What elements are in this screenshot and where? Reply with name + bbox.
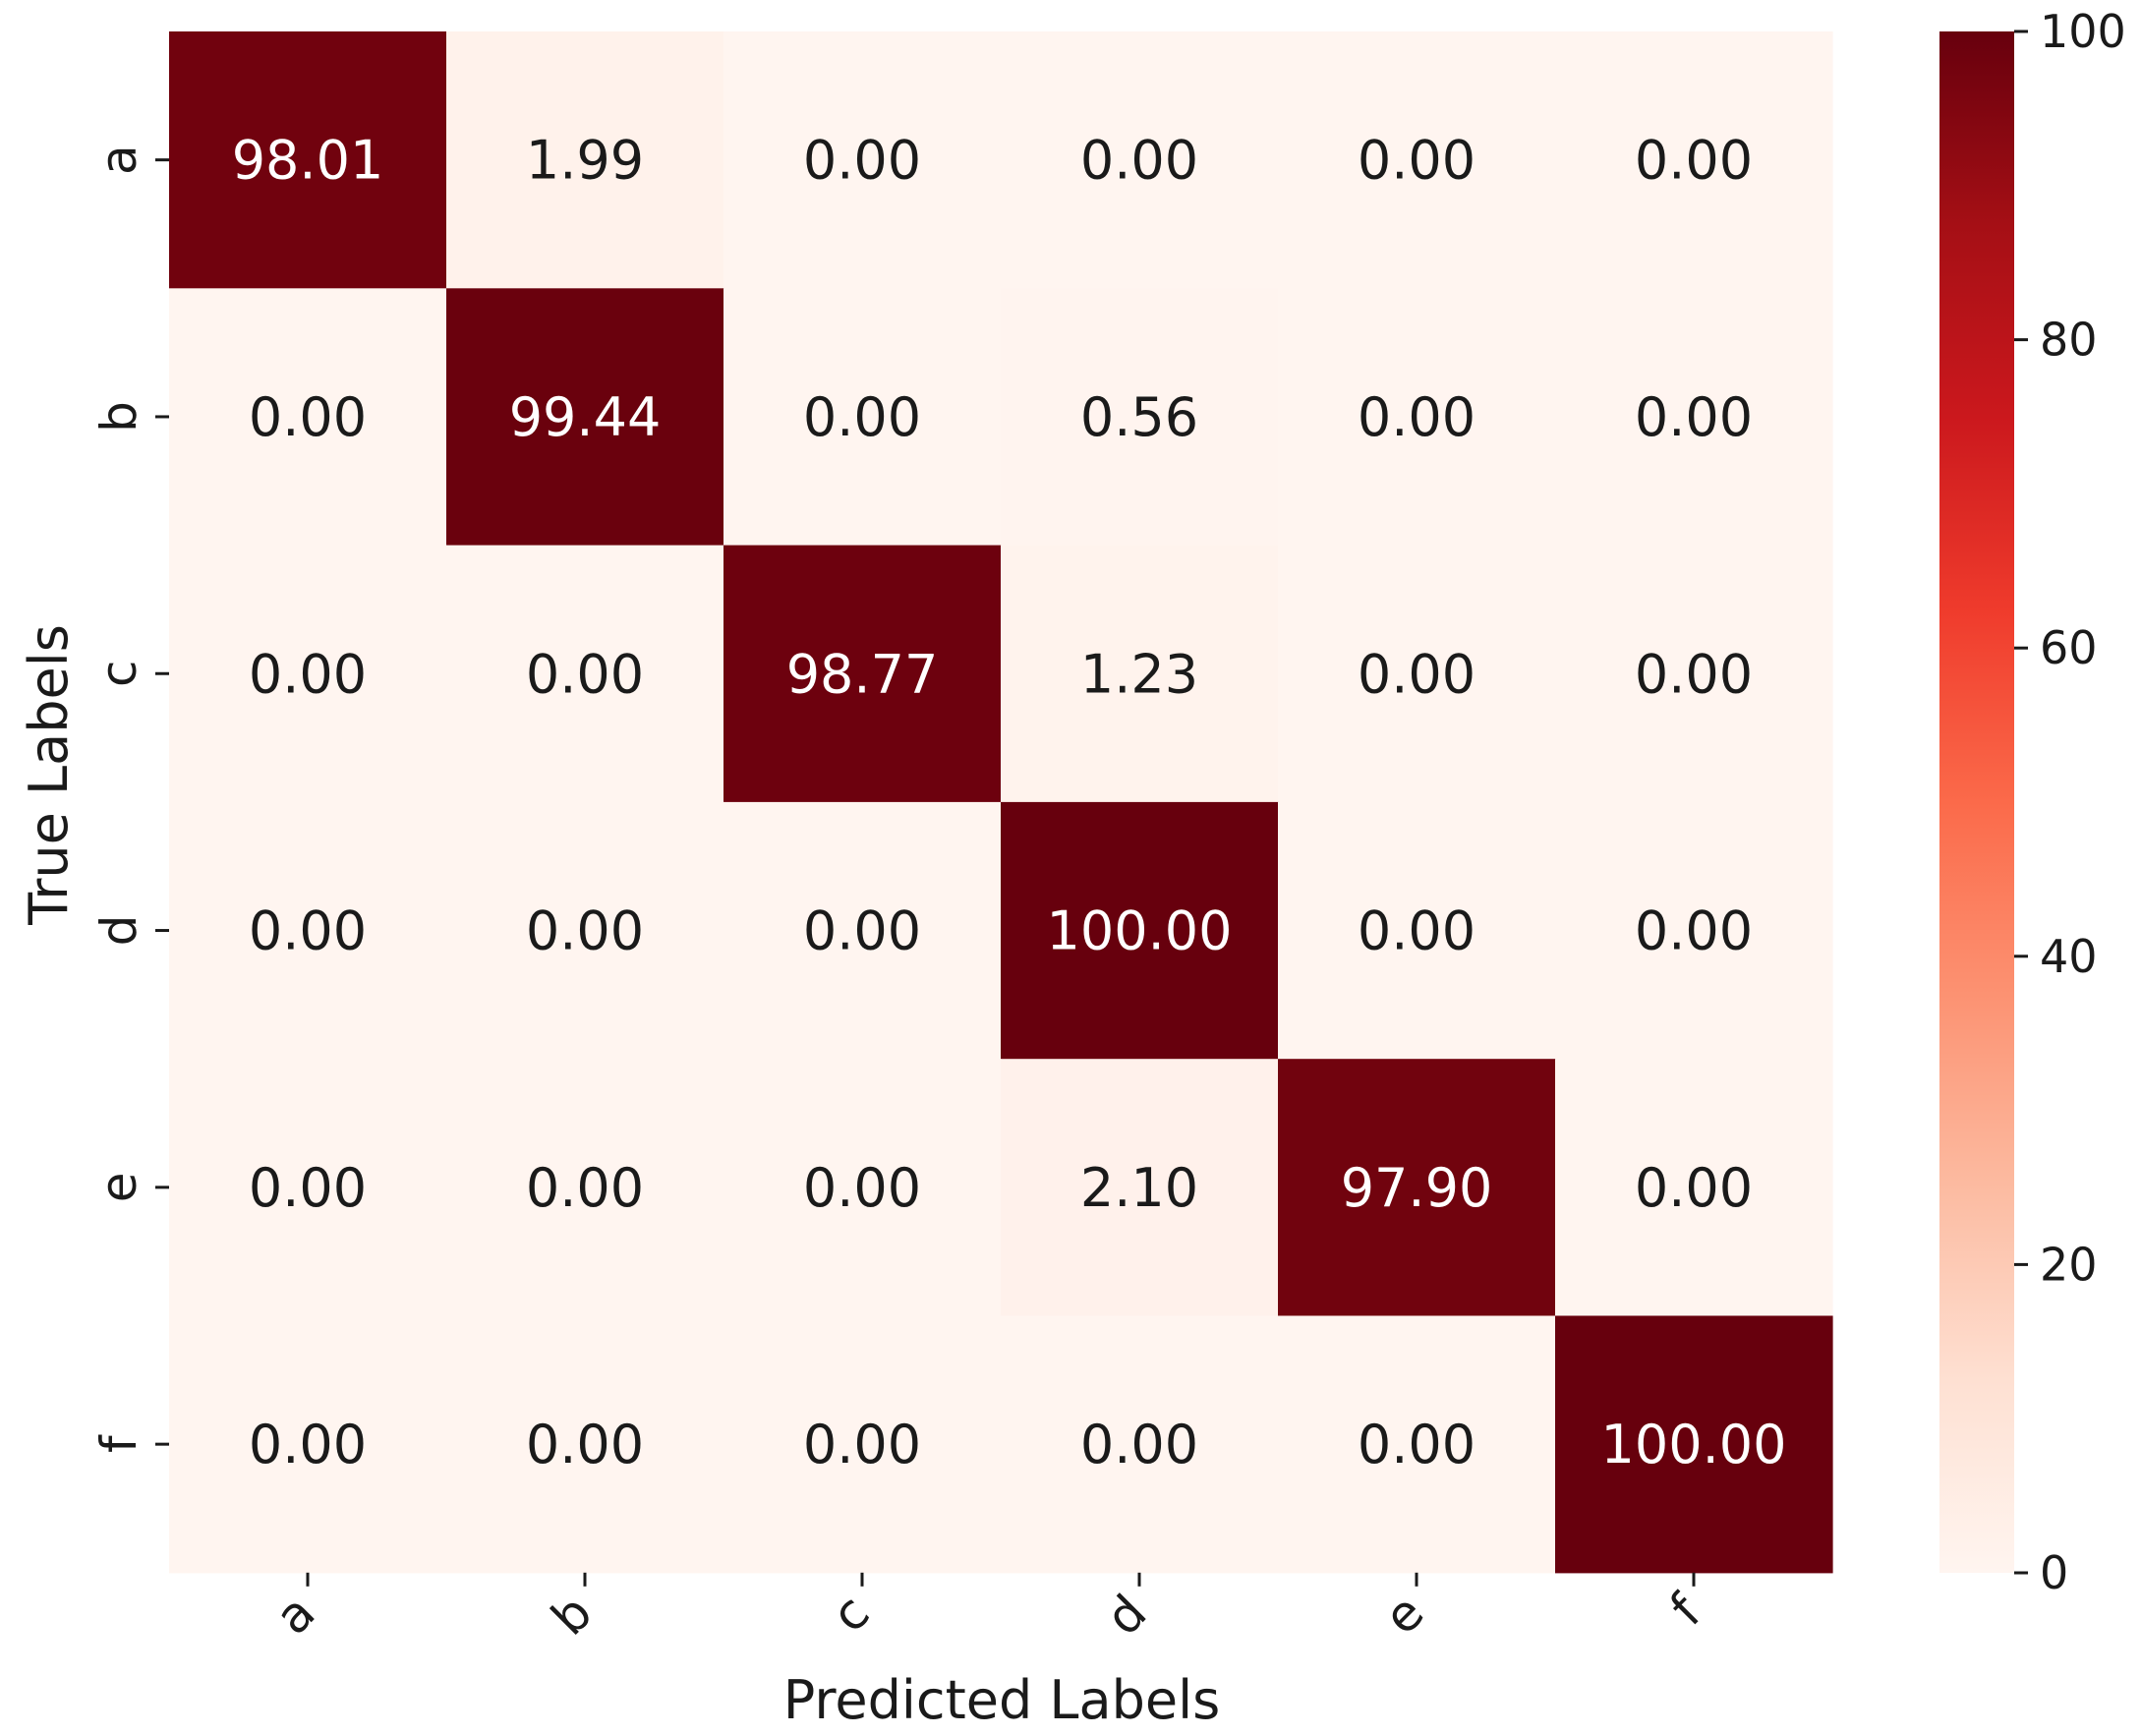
cell-value-label: 0.00 bbox=[1635, 386, 1753, 448]
cell-value-label: 0.00 bbox=[526, 1414, 644, 1476]
cell-value-label: 0.00 bbox=[526, 643, 644, 705]
heatmap-cell bbox=[1001, 288, 1279, 547]
heatmap-cell bbox=[1278, 288, 1556, 547]
y-tick-label: c bbox=[90, 661, 147, 688]
heatmap-cell bbox=[1555, 288, 1833, 547]
cell-value-label: 0.00 bbox=[803, 900, 921, 962]
heatmap-cell bbox=[1001, 801, 1279, 1060]
cell-value-label: 0.00 bbox=[1635, 900, 1753, 962]
cell-value-label: 0.00 bbox=[1635, 130, 1753, 192]
heatmap-cell bbox=[169, 1315, 447, 1574]
heatmap-cell bbox=[169, 801, 447, 1060]
y-axis: a b c d e f bbox=[90, 145, 169, 1453]
x-axis: a b c d e f bbox=[264, 1572, 1712, 1647]
cell-value-label: 0.00 bbox=[249, 386, 367, 448]
heatmap-cell bbox=[1278, 1315, 1556, 1574]
colorbar-tick-label: 60 bbox=[2040, 621, 2098, 674]
cell-value-label: 0.00 bbox=[1358, 900, 1476, 962]
cell-value-label: 0.00 bbox=[803, 1157, 921, 1219]
heatmap-cell bbox=[1001, 545, 1279, 803]
cell-value-label: 98.01 bbox=[232, 130, 384, 192]
cell-value-label: 99.44 bbox=[509, 386, 662, 448]
heatmap-cell bbox=[446, 801, 724, 1060]
heatmap-cell bbox=[169, 1059, 447, 1317]
x-tick-label: d bbox=[1095, 1584, 1157, 1646]
cell-value-label: 0.00 bbox=[526, 900, 644, 962]
heatmap-cell bbox=[1001, 31, 1279, 289]
colorbar-tick-label: 0 bbox=[2040, 1546, 2068, 1599]
cell-value-label: 98.77 bbox=[786, 643, 939, 705]
cell-value-label: 0.00 bbox=[1358, 130, 1476, 192]
colorbar-gradient bbox=[1939, 31, 2014, 1573]
cell-value-label: 0.56 bbox=[1080, 386, 1198, 448]
heatmap-cell bbox=[1555, 1059, 1833, 1317]
cell-value-label: 0.00 bbox=[1358, 386, 1476, 448]
heatmap-cell bbox=[1001, 1059, 1279, 1317]
heatmap-cell bbox=[723, 1059, 1002, 1317]
cell-value-label: 0.00 bbox=[1080, 130, 1198, 192]
heatmap-cell bbox=[446, 288, 724, 547]
heatmap-cell bbox=[1278, 1059, 1556, 1317]
heatmap-cells bbox=[169, 31, 1833, 1574]
heatmap-cell bbox=[446, 31, 724, 289]
cell-value-label: 0.00 bbox=[1358, 643, 1476, 705]
x-tick-label: e bbox=[1373, 1584, 1435, 1646]
heatmap-cell bbox=[723, 801, 1002, 1060]
y-tick-label: e bbox=[90, 1172, 147, 1202]
y-tick-label: d bbox=[90, 915, 147, 947]
heatmap-cell bbox=[1278, 801, 1556, 1060]
heatmap-cell bbox=[1555, 31, 1833, 289]
colorbar: 0 20 40 60 80 100 bbox=[1939, 5, 2126, 1599]
cell-value-label: 0.00 bbox=[249, 643, 367, 705]
cell-value-label: 100.00 bbox=[1601, 1414, 1787, 1476]
cell-value-label: 0.00 bbox=[803, 1414, 921, 1476]
x-axis-title: Predicted Labels bbox=[783, 1669, 1220, 1731]
colorbar-tick-label: 20 bbox=[2040, 1238, 2098, 1291]
x-tick-label: c bbox=[821, 1584, 880, 1643]
cell-value-label: 1.23 bbox=[1080, 643, 1198, 705]
heatmap-cell bbox=[1278, 31, 1556, 289]
heatmap-cell bbox=[1555, 545, 1833, 803]
cell-value-label: 0.00 bbox=[1080, 1414, 1198, 1476]
heatmap-cell bbox=[1001, 1315, 1279, 1574]
heatmap-cell bbox=[169, 288, 447, 547]
cell-value-label: 0.00 bbox=[249, 1414, 367, 1476]
colorbar-tick-label: 40 bbox=[2040, 930, 2098, 983]
heatmap-cell bbox=[1278, 545, 1556, 803]
y-tick-label: a bbox=[90, 145, 147, 175]
cell-value-label: 0.00 bbox=[1635, 1157, 1753, 1219]
y-axis-title: True Labels bbox=[18, 624, 80, 926]
cell-value-label: 2.10 bbox=[1080, 1157, 1198, 1219]
heatmap-cell bbox=[723, 545, 1002, 803]
x-tick-label: f bbox=[1659, 1583, 1712, 1636]
cell-value-label: 0.00 bbox=[1358, 1414, 1476, 1476]
x-tick-label: b bbox=[541, 1584, 603, 1646]
cell-value-label: 0.00 bbox=[1635, 643, 1753, 705]
cell-value-label: 97.90 bbox=[1341, 1157, 1493, 1219]
heatmap-cell bbox=[723, 1315, 1002, 1574]
cell-value-label: 0.00 bbox=[803, 130, 921, 192]
cell-value-label: 0.00 bbox=[249, 900, 367, 962]
heatmap-cell-labels: 98.01 1.99 0.00 0.00 0.00 0.00 0.00 99.44 0.00 0.… bbox=[232, 130, 1787, 1476]
heatmap-cell bbox=[723, 288, 1002, 547]
heatmap-cell bbox=[446, 1059, 724, 1317]
colorbar-tick-label: 80 bbox=[2040, 314, 2098, 367]
heatmap-cell bbox=[169, 31, 447, 289]
cell-value-label: 100.00 bbox=[1047, 900, 1233, 962]
cell-value-label: 0.00 bbox=[526, 1157, 644, 1219]
cell-value-label: 0.00 bbox=[803, 386, 921, 448]
cell-value-label: 0.00 bbox=[249, 1157, 367, 1219]
colorbar-tick-label: 100 bbox=[2040, 5, 2126, 58]
heatmap-cell bbox=[446, 1315, 724, 1574]
heatmap-cell bbox=[1555, 1315, 1833, 1574]
heatmap-cell bbox=[169, 545, 447, 803]
y-tick-label: b bbox=[90, 401, 147, 433]
y-tick-label: f bbox=[90, 1434, 147, 1453]
cell-value-label: 1.99 bbox=[526, 130, 644, 192]
heatmap-cell bbox=[723, 31, 1002, 289]
heatmap-cell bbox=[1555, 801, 1833, 1060]
heatmap-cell bbox=[446, 545, 724, 803]
x-tick-label: a bbox=[264, 1584, 326, 1646]
